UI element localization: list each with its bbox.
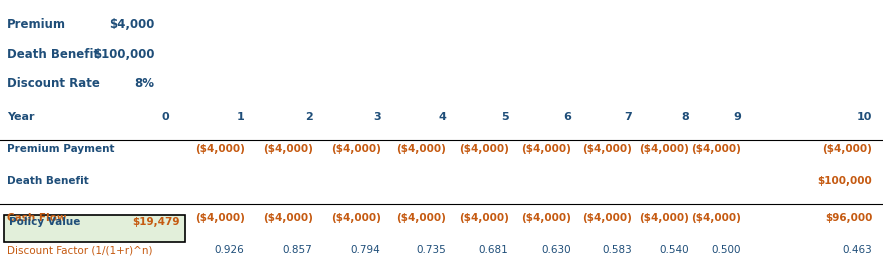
Text: ($4,000): ($4,000) <box>823 144 872 154</box>
Text: 0.857: 0.857 <box>283 245 313 255</box>
Text: ($4,000): ($4,000) <box>639 213 689 223</box>
Text: 0.630: 0.630 <box>541 245 571 255</box>
Text: ($4,000): ($4,000) <box>396 213 446 223</box>
Text: ($4,000): ($4,000) <box>331 144 381 154</box>
Text: ($4,000): ($4,000) <box>522 144 571 154</box>
Text: ($4,000): ($4,000) <box>691 213 741 223</box>
Text: ($4,000): ($4,000) <box>396 144 446 154</box>
Text: Discount Factor (1/(1+r)^n): Discount Factor (1/(1+r)^n) <box>7 245 153 255</box>
Text: ($4,000): ($4,000) <box>639 144 689 154</box>
Text: ($4,000): ($4,000) <box>331 213 381 223</box>
Text: 4: 4 <box>438 112 446 122</box>
Text: ($4,000): ($4,000) <box>263 144 313 154</box>
Text: 5: 5 <box>501 112 509 122</box>
Text: ($4,000): ($4,000) <box>522 213 571 223</box>
Text: 9: 9 <box>733 112 741 122</box>
Text: Discount Rate: Discount Rate <box>7 77 100 90</box>
Text: Premium Payment: Premium Payment <box>7 144 115 154</box>
Text: 3: 3 <box>373 112 381 122</box>
Text: 0.540: 0.540 <box>659 245 689 255</box>
Text: 0.926: 0.926 <box>215 245 245 255</box>
Text: ($4,000): ($4,000) <box>691 144 741 154</box>
Text: Cash Flow: Cash Flow <box>7 213 66 223</box>
Text: Year: Year <box>7 112 34 122</box>
Text: 7: 7 <box>624 112 632 122</box>
Text: 0.735: 0.735 <box>416 245 446 255</box>
Text: 1: 1 <box>237 112 245 122</box>
Text: 0: 0 <box>162 112 170 122</box>
Text: ($4,000): ($4,000) <box>459 144 509 154</box>
Text: ($4,000): ($4,000) <box>583 144 632 154</box>
Text: Policy Value: Policy Value <box>9 217 80 227</box>
Text: 0.681: 0.681 <box>479 245 509 255</box>
Text: ($4,000): ($4,000) <box>263 213 313 223</box>
Text: 0.463: 0.463 <box>842 245 872 255</box>
Text: Death Benefit: Death Benefit <box>7 48 99 61</box>
Text: ($4,000): ($4,000) <box>195 213 245 223</box>
Text: 0.583: 0.583 <box>602 245 632 255</box>
Text: $100,000: $100,000 <box>93 48 155 61</box>
Text: 10: 10 <box>857 112 872 122</box>
Text: Premium: Premium <box>7 18 66 31</box>
Text: 0.794: 0.794 <box>351 245 381 255</box>
Text: 8: 8 <box>681 112 689 122</box>
Text: Death Benefit: Death Benefit <box>7 176 89 186</box>
Text: 2: 2 <box>305 112 313 122</box>
Text: ($4,000): ($4,000) <box>583 213 632 223</box>
Text: ($4,000): ($4,000) <box>459 213 509 223</box>
Text: ($4,000): ($4,000) <box>195 144 245 154</box>
FancyBboxPatch shape <box>4 215 185 242</box>
Text: $100,000: $100,000 <box>818 176 872 186</box>
Text: 8%: 8% <box>134 77 155 90</box>
Text: $4,000: $4,000 <box>109 18 155 31</box>
Text: $96,000: $96,000 <box>825 213 872 223</box>
Text: 6: 6 <box>563 112 571 122</box>
Text: 0.500: 0.500 <box>712 245 741 255</box>
Text: $19,479: $19,479 <box>132 217 180 227</box>
